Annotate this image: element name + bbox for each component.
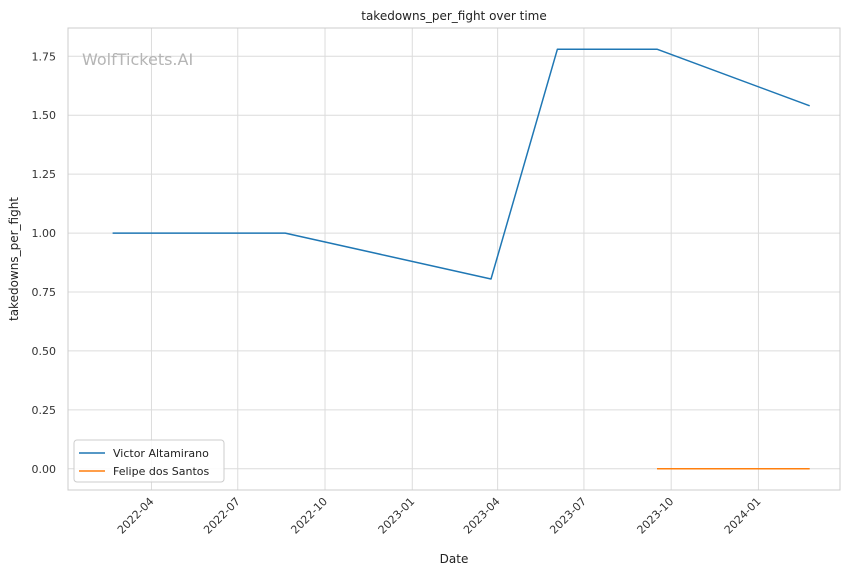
x-tick-label: 2023-01 xyxy=(376,495,418,537)
legend-label-1: Felipe dos Santos xyxy=(113,465,210,478)
y-axis-title: takedowns_per_fight xyxy=(7,197,21,321)
x-tick-label: 2024-01 xyxy=(722,495,764,537)
legend-label-0: Victor Altamirano xyxy=(113,447,209,460)
y-tick-label: 1.25 xyxy=(32,168,57,181)
legend: Victor Altamirano Felipe dos Santos xyxy=(73,439,225,483)
plot-frame xyxy=(67,27,841,491)
y-tick-label: 0.25 xyxy=(32,404,57,417)
y-tick-label: 0.50 xyxy=(32,345,57,358)
grid xyxy=(68,28,840,490)
x-tick-label: 2023-04 xyxy=(461,495,503,537)
legend-box xyxy=(73,439,225,483)
series-line-0 xyxy=(112,48,810,280)
plot-area xyxy=(68,28,840,490)
y-tick-label: 1.50 xyxy=(32,109,57,122)
x-tick-label: 2022-10 xyxy=(288,495,330,537)
watermark: WolfTickets.AI xyxy=(82,50,193,69)
y-tick-label: 0.00 xyxy=(32,463,57,476)
y-tick-label: 0.75 xyxy=(32,286,57,299)
y-tick-label: 1.75 xyxy=(32,50,57,63)
y-tick-label: 1.00 xyxy=(32,227,57,240)
series-layer xyxy=(112,48,810,470)
x-axis-title: Date xyxy=(440,552,469,566)
x-tick-label: 2022-04 xyxy=(115,495,157,537)
x-tick-label: 2023-07 xyxy=(547,495,589,537)
x-tick-label: 2022-07 xyxy=(201,495,243,537)
chart-title: takedowns_per_fight over time xyxy=(361,9,547,23)
x-tick-label: 2023-10 xyxy=(635,495,677,537)
